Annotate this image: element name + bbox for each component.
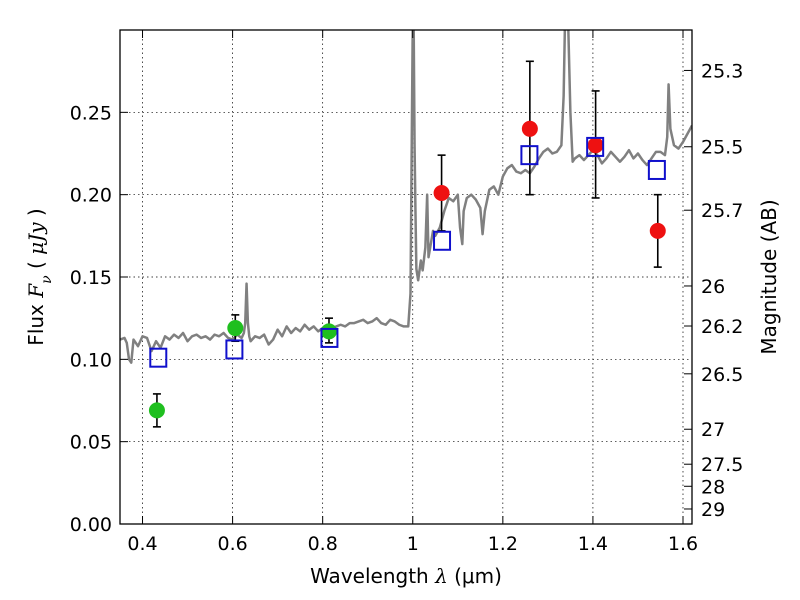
data-points [148,60,666,428]
x-tick-label: 0.8 [308,533,338,555]
y-tick-label: 0.15 [70,267,112,289]
magnitude-tick-label: 26 [701,276,725,298]
y-tick-label: 0.00 [70,514,112,536]
x-tick-label: 1 [407,533,419,555]
magnitude-tick-label: 28 [701,476,725,498]
model-square-marker [225,339,244,360]
model-square-marker [586,136,605,157]
magnitude-tick-label: 26.5 [701,364,743,386]
model-square-marker [149,347,168,368]
model-square-marker [320,327,339,348]
x-tick-labels: 0.4 0.6 0.8 1 1.2 1.4 1.6 [127,533,698,555]
y-tick-label: 0.10 [70,349,112,371]
y-tick-labels: 0.00 0.05 0.10 0.15 0.20 0.25 [70,102,112,536]
magnitude-tick-label: 27 [701,419,725,441]
y-tick-label: 0.05 [70,432,112,454]
axis-ticks [120,30,692,525]
x-tick-label: 1.4 [578,533,608,555]
x-axis-label: Wavelength λ (μm) [310,564,502,588]
model-square-marker [647,159,666,180]
magnitude-axis-label: Magnitude (AB) [757,199,781,354]
optical-data-point [320,323,337,340]
nir-data-point [521,120,538,137]
optical-data-point [148,402,165,419]
model-square-marker [433,230,452,251]
x-tick-label: 1.2 [488,533,518,555]
x-tick-label: 0.4 [127,533,157,555]
nir-data-point [587,137,604,154]
magnitude-tick-label: 26.2 [701,316,743,338]
y-axis-label: Flux Fν ( μJy ) [24,208,55,345]
y-tick-label: 0.20 [70,185,112,207]
nir-data-point [649,222,666,239]
x-tick-label: 1.6 [668,533,698,555]
magnitude-tick-label: 29 [701,499,725,521]
nir-data-point [433,185,450,202]
magnitude-tick-label: 25.7 [701,200,743,222]
x-tick-label: 0.6 [217,533,247,555]
model-square-marker [520,145,539,166]
y-tick-label: 0.25 [70,102,112,124]
magnitude-tick-label: 27.5 [701,454,743,476]
optical-data-point [227,320,244,337]
magnitude-tick-label: 25.5 [701,137,743,159]
magnitude-tick-label: 25.3 [701,60,743,82]
